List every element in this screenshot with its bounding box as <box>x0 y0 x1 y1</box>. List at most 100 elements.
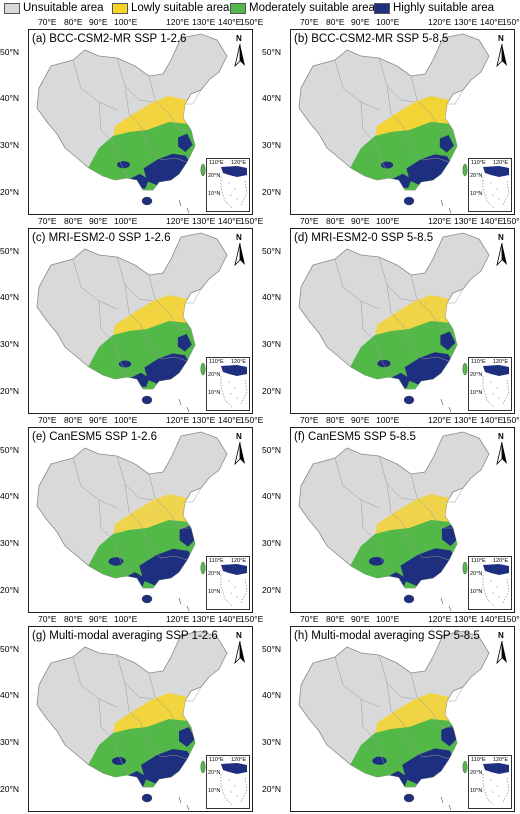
longitude-label: 120°E <box>166 17 190 27</box>
longitude-label: 90°E <box>351 614 370 624</box>
longitude-label: 70°E <box>38 415 57 425</box>
china-map <box>36 431 228 612</box>
inset-longitude-label: 110°E <box>471 558 486 564</box>
longitude-label: 90°E <box>89 17 108 27</box>
panel-title: (h) Multi-modal averaging SSP 5-8.5 <box>294 630 480 642</box>
china-map <box>298 630 490 811</box>
north-arrow-icon <box>234 641 245 665</box>
map-panel-d: 70°E 80°E 90°E 100°E 120°E 130°E 140°E 1… <box>262 216 520 416</box>
taiwan-island <box>462 561 468 575</box>
legend-item-lowly: Lowly suitable area <box>112 1 229 15</box>
longitude-label: 80°E <box>326 415 345 425</box>
inset-latitude-label: 10°N <box>208 589 221 595</box>
legend-item-highly: Highly suitable area <box>374 1 494 15</box>
longitude-label: 140°E <box>480 216 504 226</box>
north-arrow-icon <box>496 243 507 267</box>
longitude-label: 90°E <box>351 415 370 425</box>
longitude-label: 130°E <box>454 614 478 624</box>
longitude-label: 140°E <box>480 17 504 27</box>
north-arrow-icon <box>496 641 507 665</box>
latitude-label: 20°N <box>262 386 281 396</box>
longitude-label: 70°E <box>300 17 319 27</box>
latitude-label: 40°N <box>0 491 19 501</box>
longitude-axis-labels: 70°E 80°E 90°E 100°E 120°E 130°E 140°E 1… <box>290 216 520 228</box>
inset-longitude-label: 120°E <box>493 558 509 564</box>
south-china-sea-inset: 110°E 120°E 20°N 10°N <box>206 357 250 411</box>
taiwan-island <box>200 561 206 575</box>
latitude-label: 30°N <box>262 737 281 747</box>
north-arrow-icon <box>496 44 507 68</box>
longitude-label: 140°E <box>218 17 242 27</box>
longitude-label: 140°E <box>480 614 504 624</box>
panel-title: (b) BCC-CSM2-MR SSP 5-8.5 <box>294 33 449 45</box>
inset-longitude-label: 120°E <box>493 757 509 763</box>
china-map <box>298 33 490 214</box>
latitude-label: 50°N <box>0 644 19 654</box>
longitude-label: 150°E <box>502 216 520 226</box>
taiwan-island <box>462 760 468 774</box>
latitude-label: 20°N <box>0 784 19 794</box>
longitude-label: 120°E <box>166 415 190 425</box>
latitude-label: 30°N <box>0 339 19 349</box>
longitude-label: 120°E <box>166 216 190 226</box>
inset-longitude-label: 110°E <box>471 359 486 365</box>
north-arrow-label: N <box>236 34 242 43</box>
latitude-label: 30°N <box>262 538 281 548</box>
longitude-label: 80°E <box>64 17 83 27</box>
longitude-label: 130°E <box>192 17 216 27</box>
inset-longitude-label: 110°E <box>209 558 224 564</box>
longitude-label: 90°E <box>89 216 108 226</box>
longitude-label: 80°E <box>326 614 345 624</box>
north-arrow-label: N <box>498 432 504 441</box>
latitude-label: 50°N <box>0 47 19 57</box>
latitude-label: 30°N <box>0 737 19 747</box>
inset-longitude-label: 110°E <box>209 160 224 166</box>
longitude-label: 70°E <box>300 415 319 425</box>
north-arrow-icon <box>234 442 245 466</box>
longitude-label: 120°E <box>428 17 452 27</box>
north-arrow-label: N <box>236 432 242 441</box>
hainan-island <box>403 196 415 206</box>
longitude-label: 70°E <box>38 17 57 27</box>
taiwan-island <box>200 362 206 376</box>
latitude-label: 20°N <box>0 585 19 595</box>
north-arrow-label: N <box>236 631 242 640</box>
inset-longitude-label: 110°E <box>209 757 224 763</box>
legend-item-unsuitable: Unsuitable area <box>4 1 104 15</box>
map-frame: (c) MRI-ESM2-0 SSP 1-2.6 N 110°E 120°E 2… <box>28 228 253 414</box>
longitude-label: 130°E <box>192 415 216 425</box>
map-legend: Unsuitable area Lowly suitable area Mode… <box>0 0 520 16</box>
hainan-island <box>403 793 415 803</box>
latitude-label: 30°N <box>0 140 19 150</box>
inset-map <box>220 365 248 409</box>
latitude-label: 20°N <box>262 187 281 197</box>
inset-longitude-label: 120°E <box>231 558 247 564</box>
longitude-axis-labels: 70°E 80°E 90°E 100°E 120°E 130°E 140°E 1… <box>28 17 263 29</box>
north-arrow: N <box>496 34 508 68</box>
sea-boundary-dashes <box>178 796 190 811</box>
south-china-sea-inset: 110°E 120°E 20°N 10°N <box>468 755 512 809</box>
latitude-axis-labels: 50°N 40°N 30°N 20°N <box>0 29 27 215</box>
map-panel-f: 70°E 80°E 90°E 100°E 120°E 130°E 140°E 1… <box>262 415 520 615</box>
map-panel-e: 70°E 80°E 90°E 100°E 120°E 130°E 140°E 1… <box>0 415 263 615</box>
taiwan-island <box>462 163 468 177</box>
longitude-axis-labels: 70°E 80°E 90°E 100°E 120°E 130°E 140°E 1… <box>28 614 263 626</box>
latitude-label: 40°N <box>0 292 19 302</box>
inset-map <box>482 564 510 608</box>
map-panel-c: 70°E 80°E 90°E 100°E 120°E 130°E 140°E 1… <box>0 216 263 416</box>
longitude-label: 100°E <box>376 17 400 27</box>
latitude-label: 50°N <box>0 246 19 256</box>
latitude-axis-labels: 50°N 40°N 30°N 20°N <box>0 626 27 812</box>
longitude-label: 100°E <box>114 17 138 27</box>
panel-title: (c) MRI-ESM2-0 SSP 1-2.6 <box>32 232 171 244</box>
legend-swatch-highly <box>374 2 390 14</box>
north-arrow: N <box>234 34 246 68</box>
north-arrow-icon <box>234 243 245 267</box>
inset-longitude-label: 120°E <box>493 359 509 365</box>
inset-latitude-label: 20°N <box>470 770 483 776</box>
province-boundaries <box>72 455 202 577</box>
legend-swatch-lowly <box>112 2 128 14</box>
longitude-label: 120°E <box>428 216 452 226</box>
longitude-label: 100°E <box>114 415 138 425</box>
inset-map <box>220 166 248 210</box>
